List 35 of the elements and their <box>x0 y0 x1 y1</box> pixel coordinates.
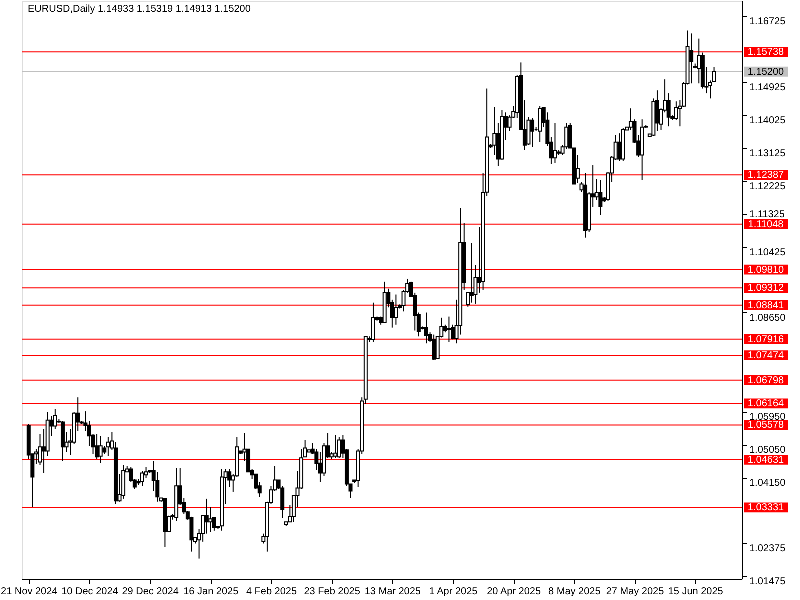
ref-line-label: 1.11048 <box>748 219 784 230</box>
ref-line-label: 1.12387 <box>748 170 785 182</box>
ref-line-label: 1.09810 <box>748 264 785 276</box>
ref-line-label: 1.07474 <box>748 350 785 362</box>
y-tick-label: 1.05050 <box>750 445 786 456</box>
x-tick-label: 21 Nov 2024 <box>1 586 58 598</box>
y-tick-label: 1.13125 <box>750 148 786 160</box>
x-tick-label: 29 Dec 2024 <box>122 586 180 598</box>
x-tick-label: 4 Feb 2025 <box>246 586 298 598</box>
y-tick-label: 1.14025 <box>750 116 786 127</box>
ref-line-label: 1.05578 <box>748 420 785 432</box>
y-tick-label: 1.10425 <box>750 248 786 259</box>
y-tick-label: 1.11325 <box>750 210 786 221</box>
ref-line-label: 1.04631 <box>748 454 785 466</box>
x-tick-label: 16 Jan 2025 <box>184 586 240 598</box>
ref-line-label: 1.06798 <box>748 375 785 386</box>
x-tick-label: 23 Feb 2025 <box>304 586 361 598</box>
ref-line-label: 1.03331 <box>748 502 785 514</box>
chart-title: EURUSD,Daily 1.14933 1.15319 1.14913 1.15200 <box>28 4 252 15</box>
y-tick-label: 1.02375 <box>750 543 786 554</box>
ref-line-label: 1.15738 <box>748 47 785 58</box>
y-tick-label: 1.16725 <box>750 16 786 28</box>
y-tick-label: 1.14925 <box>750 82 786 94</box>
x-tick-label: 13 Mar 2025 <box>364 586 422 598</box>
ref-line-label: 1.06164 <box>748 398 785 410</box>
y-tick-label: 1.08650 <box>750 312 786 324</box>
ref-line-label: 1.09312 <box>748 283 785 294</box>
x-tick-label: 15 Jun 2025 <box>668 586 724 598</box>
x-tick-label: 10 Dec 2024 <box>62 586 119 598</box>
y-tick-label: 1.01475 <box>750 576 786 588</box>
ref-line-label: 1.07916 <box>748 334 785 346</box>
y-tick-label: 1.12225 <box>750 182 786 193</box>
ref-line-label: 1.08841 <box>748 300 785 312</box>
y-tick-label: 1.04150 <box>750 478 786 490</box>
ref-line-label: 1.15200 <box>748 66 785 78</box>
